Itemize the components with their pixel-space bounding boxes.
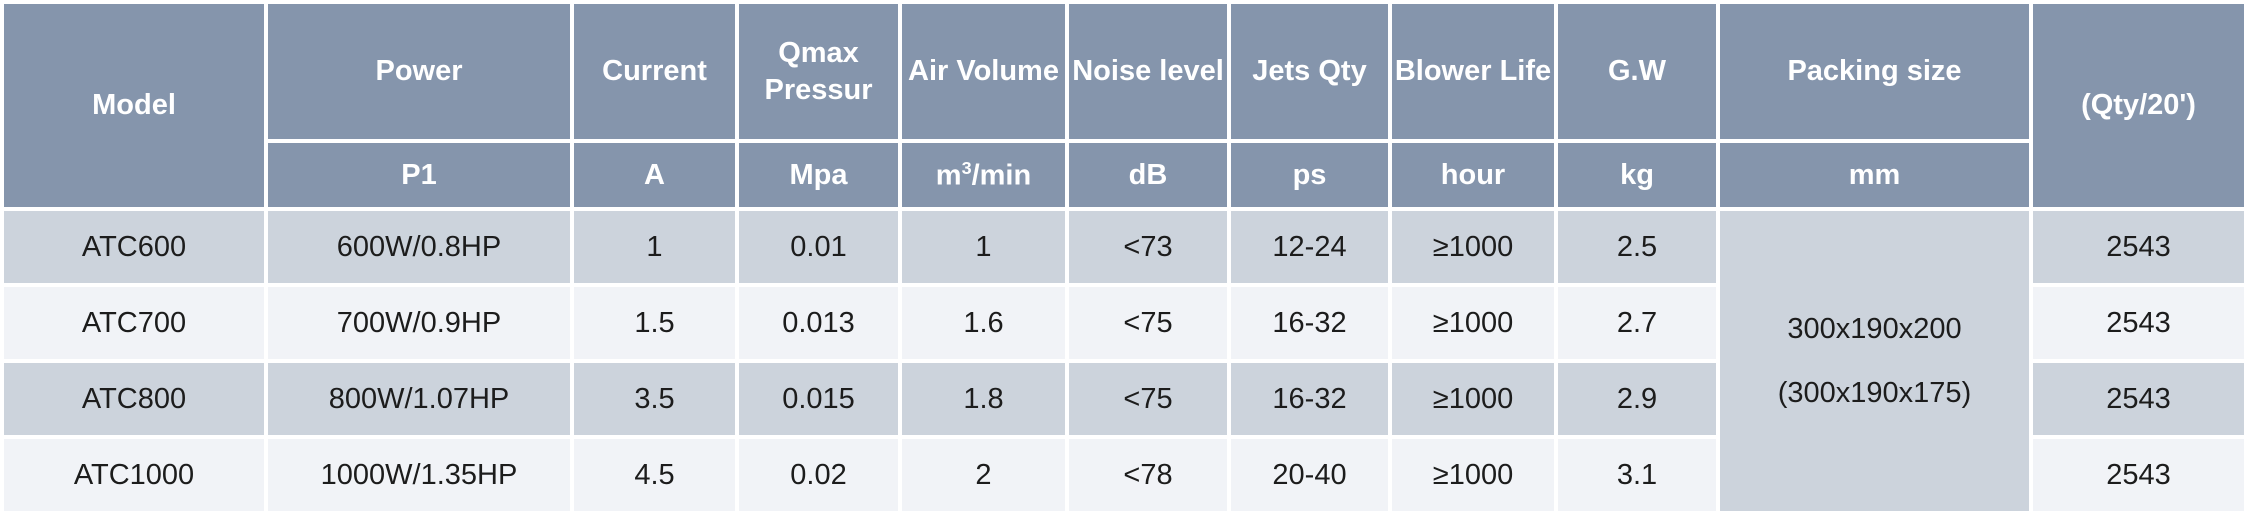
header-row-labels: Model Power Current Qmax Pressur Air Vol… — [4, 4, 2244, 207]
cell-gw: 2.9 — [1558, 363, 1716, 435]
cell-packing-size: 300x190x200 (300x190x175) — [1720, 211, 2029, 511]
col-header-gw: G.W — [1558, 4, 1716, 139]
table-row: ATC1000 1000W/1.35HP 4.5 0.02 2 <78 20-4… — [4, 439, 2244, 511]
cell-gw: 2.5 — [1558, 211, 1716, 283]
table-row: ATC700 700W/0.9HP 1.5 0.013 1.6 <75 16-3… — [4, 287, 2244, 359]
cell-power: 600W/0.8HP — [268, 211, 570, 283]
cell-qmax: 0.013 — [739, 287, 898, 359]
cell-model: ATC700 — [4, 287, 264, 359]
cell-power: 1000W/1.35HP — [268, 439, 570, 511]
cell-jets: 12-24 — [1231, 211, 1388, 283]
cell-jets: 20-40 — [1231, 439, 1388, 511]
cell-current: 4.5 — [574, 439, 735, 511]
table-row: ATC600 600W/0.8HP 1 0.01 1 <73 12-24 ≥10… — [4, 211, 2244, 511]
col-header-noise-level: Noise level — [1069, 4, 1227, 139]
unit-jets-ps: ps — [1231, 143, 1388, 207]
cell-qty20: 2543 — [2033, 363, 2244, 435]
cell-noise: <75 — [1069, 287, 1227, 359]
packing-size-line2: (300x190x175) — [1777, 377, 1972, 409]
cell-air-volume: 1.6 — [902, 287, 1065, 359]
col-header-packing-size: Packing size — [1720, 4, 2029, 139]
unit-current-a: A — [574, 143, 735, 207]
cell-power: 700W/0.9HP — [268, 287, 570, 359]
cell-air-volume: 1 — [902, 211, 1065, 283]
col-header-current: Current — [574, 4, 735, 139]
cell-qty20: 2543 — [2033, 439, 2244, 511]
col-header-jets-qty: Jets Qty — [1231, 4, 1388, 139]
cell-current: 3.5 — [574, 363, 735, 435]
col-header-qmax-pressure: Qmax Pressur — [739, 4, 898, 139]
unit-power-p1: P1 — [268, 143, 570, 207]
cell-noise: <73 — [1069, 211, 1227, 283]
unit-noise-db: dB — [1069, 143, 1227, 207]
cell-qty20: 2543 — [2033, 287, 2244, 359]
table-header: Model Power Current Qmax Pressur Air Vol… — [4, 4, 2244, 207]
cell-blower-life: ≥1000 — [1392, 211, 1554, 283]
packing-size-line1: 300x190x200 — [1787, 313, 1962, 345]
cell-qmax: 0.01 — [739, 211, 898, 283]
unit-air-m3min: m3/min — [902, 143, 1065, 207]
cell-model: ATC600 — [4, 211, 264, 283]
cell-blower-life: ≥1000 — [1392, 363, 1554, 435]
cell-blower-life: ≥1000 — [1392, 287, 1554, 359]
unit-gw-kg: kg — [1558, 143, 1716, 207]
cell-current: 1 — [574, 211, 735, 283]
cell-qmax: 0.02 — [739, 439, 898, 511]
col-header-air-volume: Air Volume — [902, 4, 1065, 139]
cell-air-volume: 1.8 — [902, 363, 1065, 435]
col-header-blower-life: Blower Life — [1392, 4, 1554, 139]
cell-noise: <75 — [1069, 363, 1227, 435]
cell-model: ATC1000 — [4, 439, 264, 511]
cell-jets: 16-32 — [1231, 363, 1388, 435]
cell-jets: 16-32 — [1231, 287, 1388, 359]
unit-packing-mm: mm — [1720, 143, 2029, 207]
col-header-power: Power — [268, 4, 570, 139]
cell-noise: <78 — [1069, 439, 1227, 511]
cell-blower-life: ≥1000 — [1392, 439, 1554, 511]
header-row-units: P1 A Mpa m3/min dB ps hour kg mm — [4, 143, 2244, 207]
table-body: ATC600 600W/0.8HP 1 0.01 1 <73 12-24 ≥10… — [4, 211, 2244, 511]
col-header-model: Model — [4, 4, 264, 207]
table-row: ATC800 800W/1.07HP 3.5 0.015 1.8 <75 16-… — [4, 363, 2244, 435]
cell-air-volume: 2 — [902, 439, 1065, 511]
col-header-qty-per-20ft: (Qty/20') — [2033, 4, 2244, 207]
cell-qty20: 2543 — [2033, 211, 2244, 283]
cell-gw: 3.1 — [1558, 439, 1716, 511]
cell-gw: 2.7 — [1558, 287, 1716, 359]
unit-blower-hour: hour — [1392, 143, 1554, 207]
cell-model: ATC800 — [4, 363, 264, 435]
cell-qmax: 0.015 — [739, 363, 898, 435]
unit-qmax-mpa: Mpa — [739, 143, 898, 207]
cell-current: 1.5 — [574, 287, 735, 359]
cell-power: 800W/1.07HP — [268, 363, 570, 435]
